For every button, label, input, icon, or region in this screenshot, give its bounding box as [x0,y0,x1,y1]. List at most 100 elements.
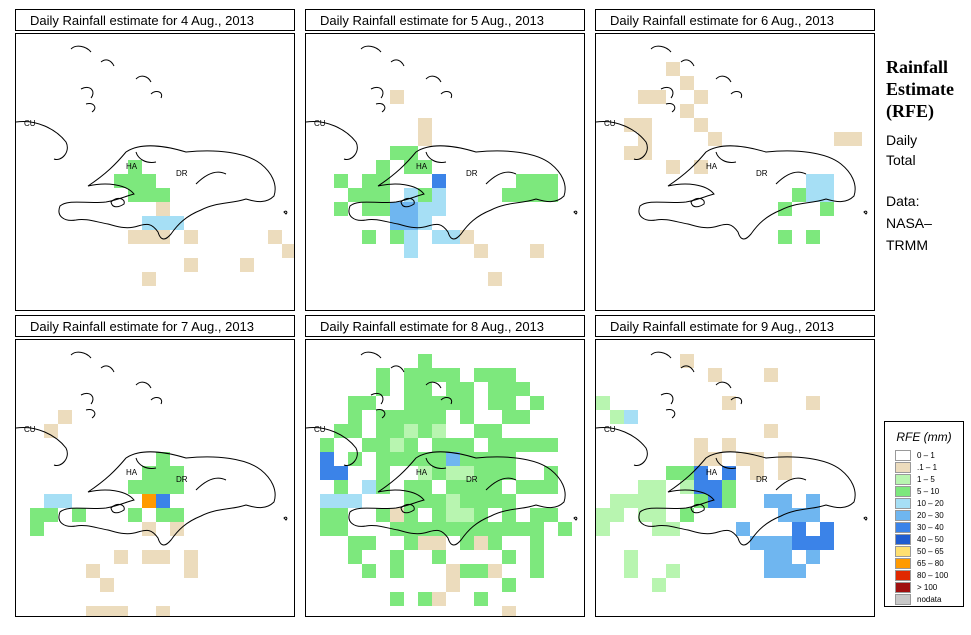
rainfall-cells [596,354,834,592]
coastline [283,210,288,215]
rainfall-cell [418,368,432,382]
legend-swatch [895,462,911,473]
rainfall-cell [474,368,488,382]
rainfall-cell [418,424,432,438]
rainfall-cell [432,466,446,480]
rainfall-cell [376,508,390,522]
rainfall-cell [86,606,100,616]
rainfall-cell [530,564,544,578]
rainfall-cell [694,452,708,466]
rainfall-cell [44,424,58,438]
title-line: Rainfall [886,57,949,77]
rainfall-map: CU HA DR [16,351,288,616]
rainfall-cell [156,230,170,244]
rainfall-cell [418,536,432,550]
rainfall-cell [736,452,750,466]
rainfall-cell [404,396,418,410]
rainfall-cell [114,606,128,616]
rainfall-cell [156,550,170,564]
rainfall-cell [596,396,610,410]
rainfall-cell [502,438,516,452]
rainfall-cell [432,368,446,382]
rainfall-cell [652,494,666,508]
coastline [690,503,705,514]
rainfall-cell [778,494,792,508]
rainfall-cell [516,174,530,188]
rainfall-cell [792,188,806,202]
rainfall-cell [680,508,694,522]
rainfall-cell [722,438,736,452]
rainfall-cell [778,230,792,244]
source-line: NASA– [886,215,932,231]
coastline [775,477,807,491]
coastline [360,351,442,389]
rainfall-cell [418,202,432,216]
rainfall-cell [460,382,474,396]
rainfall-cell [404,160,418,174]
rainfall-cell [460,438,474,452]
rainfall-cell [432,396,446,410]
rainfall-cell [544,438,558,452]
rainfall-cell [320,452,334,466]
coastline [715,457,737,469]
coastline [58,451,276,546]
source-line: Data: [886,193,920,209]
map-frame: CU HA DR [15,339,295,617]
coastline [70,351,152,389]
rainfall-cell [142,480,156,494]
rainfall-cell [610,494,624,508]
rainfall-cell [502,396,516,410]
coastline [660,392,743,419]
rainfall-cell [390,202,404,216]
rainfall-cell [432,202,446,216]
rainfall-cell [156,494,170,508]
coastline [16,426,68,467]
rainfall-cell [778,202,792,216]
coastline [690,197,705,208]
rainfall-cell [170,216,184,230]
rainfall-cell [530,536,544,550]
subtitle-line: Total [886,152,916,168]
legend-label: 80 – 100 [917,571,949,580]
rainfall-cell [432,550,446,564]
rainfall-cell [460,396,474,410]
rainfall-cell [348,452,362,466]
rainfall-cell [404,438,418,452]
rainfall-cell [334,522,348,536]
country-label-cu: CU [314,425,326,434]
rainfall-cell [474,522,488,536]
rainfall-map: CU HA DR [596,45,868,244]
rainfall-cell [418,480,432,494]
rainfall-cell [544,188,558,202]
rainfall-map: CU HA DR [596,351,868,592]
coastline [715,151,737,163]
map-frame: CU HA DR [15,33,295,311]
rainfall-cell [170,522,184,536]
rainfall-cell [404,368,418,382]
rainfall-cell [460,410,474,424]
legend-label: 30 – 40 [917,523,944,532]
coastline [650,351,732,389]
rainfall-cell [362,480,376,494]
coastline [485,477,517,491]
rainfall-cell [432,424,446,438]
coastline [775,171,807,185]
rainfall-cell [530,438,544,452]
rainfall-cell [184,550,198,564]
rainfall-cell [184,564,198,578]
rainfall-cells [114,160,294,286]
rainfall-cell [750,536,764,550]
rainfall-cell [404,230,418,244]
rainfall-cell [128,174,142,188]
country-label-ha: HA [126,468,138,477]
legend-label: nodata [917,595,942,604]
rainfall-cell [820,536,834,550]
coastline [400,197,415,208]
rainfall-cell [778,452,792,466]
rainfall-cell [404,202,418,216]
rainfall-cell [142,188,156,202]
rainfall-cell [432,452,446,466]
rainfall-cell [722,480,736,494]
rainfall-cell [806,550,820,564]
rainfall-cell [694,480,708,494]
